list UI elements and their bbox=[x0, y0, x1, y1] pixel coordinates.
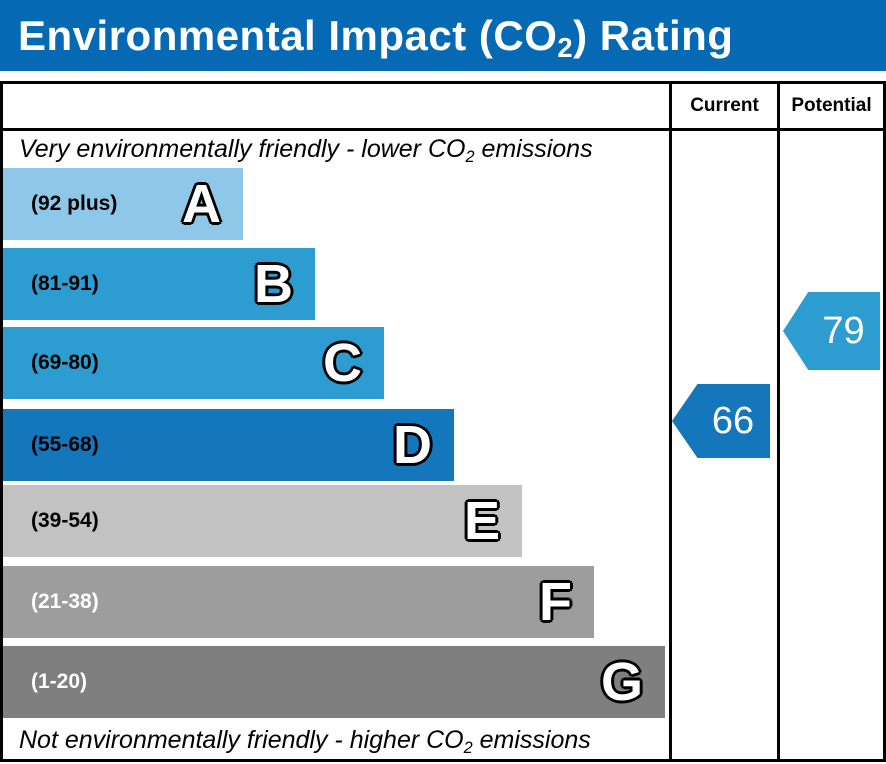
top-caption-text-end: emissions bbox=[474, 135, 593, 163]
top-caption-text: Very environmentally friendly - lower CO bbox=[19, 135, 466, 163]
band-letter-c: C bbox=[323, 333, 362, 393]
column-header-current: Current bbox=[669, 84, 777, 128]
bottom-caption-subscript: 2 bbox=[463, 738, 473, 757]
bottom-caption-text-end: emissions bbox=[472, 726, 591, 754]
band-bar-c: (69-80) C bbox=[3, 327, 384, 399]
band-range-label-g: (1-20) bbox=[31, 670, 88, 693]
page-title: Environmental Impact (CO2) Rating bbox=[0, 11, 734, 64]
band-bar-b: (81-91) B bbox=[3, 248, 315, 320]
band-range-label-b: (81-91) bbox=[31, 272, 99, 295]
current-rating-value: 66 bbox=[711, 399, 755, 442]
band-range-label-d: (55-68) bbox=[31, 433, 99, 456]
band-letter-e: E bbox=[463, 491, 500, 551]
current-column-divider bbox=[669, 131, 672, 759]
band-letter-g: G bbox=[600, 652, 643, 712]
band-bar-a: (92 plus) A bbox=[3, 168, 243, 240]
band-letter-d: D bbox=[393, 415, 432, 475]
page-title-text-end: ) Rating bbox=[573, 11, 734, 59]
band-bar-f: (21-38) F bbox=[3, 566, 594, 638]
top-caption-subscript: 2 bbox=[465, 147, 475, 166]
band-range-label-f: (21-38) bbox=[31, 590, 99, 613]
current-rating-arrow: 66 bbox=[672, 384, 770, 458]
rating-table: Current Potential Very environmentally f… bbox=[0, 81, 886, 762]
potential-rating-value: 79 bbox=[822, 309, 865, 352]
table-header-row: Current Potential bbox=[3, 84, 883, 131]
page-title-text: Environmental Impact (CO bbox=[18, 11, 558, 59]
potential-rating-arrow: 79 bbox=[783, 292, 880, 370]
band-bar-e: (39-54) E bbox=[3, 485, 522, 557]
bottom-caption-text: Not environmentally friendly - higher CO bbox=[19, 726, 464, 754]
band-letter-a: A bbox=[182, 174, 221, 234]
band-letter-b: B bbox=[254, 254, 293, 314]
page-title-subscript: 2 bbox=[557, 32, 574, 64]
band-range-label-e: (39-54) bbox=[31, 509, 99, 532]
band-bar-d: (55-68) D bbox=[3, 409, 454, 481]
bottom-caption: Not environmentally friendly - higher CO… bbox=[19, 726, 591, 757]
top-caption: Very environmentally friendly - lower CO… bbox=[19, 135, 593, 166]
band-range-label-a: (92 plus) bbox=[31, 192, 118, 215]
band-bar-g: (1-20) G bbox=[3, 646, 665, 718]
column-header-potential: Potential bbox=[777, 84, 883, 128]
band-letter-f: F bbox=[539, 572, 572, 632]
header-bar: Environmental Impact (CO2) Rating bbox=[0, 0, 886, 71]
table-body: Very environmentally friendly - lower CO… bbox=[3, 131, 883, 759]
band-range-label-c: (69-80) bbox=[31, 351, 99, 374]
potential-column-divider bbox=[777, 131, 780, 759]
